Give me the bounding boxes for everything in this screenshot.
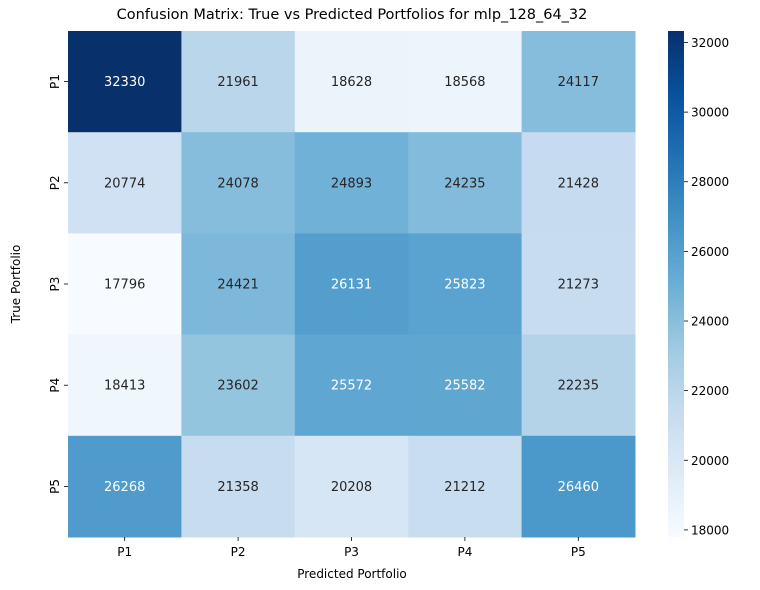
heatmap-cell	[181, 31, 296, 133]
colorbar-tick-label: 22000	[691, 384, 729, 398]
x-axis-ticks: P1 P2 P3 P4 P5	[117, 537, 586, 559]
heatmap-cell	[521, 334, 636, 437]
cell-value-label: 24078	[217, 176, 258, 191]
cell-value-label: 21961	[217, 75, 258, 90]
heatmap-cell	[181, 233, 296, 336]
x-tick-label: P2	[231, 545, 246, 559]
heatmap-cell	[294, 334, 409, 437]
heatmap-cell	[294, 435, 409, 538]
cell-value-label: 17796	[104, 278, 145, 293]
x-tick-label: P3	[344, 545, 359, 559]
cell-value-label: 21273	[558, 278, 599, 293]
cell-value-label: 24421	[217, 278, 258, 293]
heatmap-cell	[68, 31, 182, 133]
cell-value-label: 26460	[558, 480, 599, 495]
x-tick-label: P4	[457, 545, 472, 559]
colorbar-tick-label: 30000	[691, 106, 729, 120]
heatmap-cell	[408, 435, 523, 538]
heatmap-cell	[408, 31, 523, 133]
heatmap-cell	[408, 334, 523, 437]
y-tick-label: P3	[48, 277, 62, 292]
cell-value-label: 18568	[444, 75, 485, 90]
colorbar-tick-label: 18000	[691, 523, 729, 537]
heatmap-cell	[521, 31, 636, 133]
heatmap-cell	[408, 132, 523, 234]
heatmap-cell	[294, 31, 409, 133]
heatmap-cell	[68, 233, 182, 336]
cell-value-label: 21212	[444, 480, 485, 495]
colorbar-tick-label: 28000	[691, 175, 729, 189]
heatmap-cell	[521, 132, 636, 234]
colorbar-tick-label: 32000	[691, 36, 729, 50]
y-tick-label: P1	[48, 74, 62, 89]
y-tick-label: P5	[48, 479, 62, 494]
cell-value-label: 20208	[331, 480, 372, 495]
heatmap-cell	[521, 435, 636, 538]
x-tick-label: P1	[117, 545, 132, 559]
cell-value-label: 24235	[444, 176, 485, 191]
y-tick-label: P4	[48, 378, 62, 393]
heatmap-cell	[68, 435, 182, 538]
cell-value-label: 22235	[558, 379, 599, 394]
heatmap-cell	[408, 233, 523, 336]
heatmap-cell	[294, 132, 409, 234]
cell-value-label: 24117	[558, 75, 599, 90]
cell-value-label: 21428	[558, 176, 599, 191]
x-tick-label: P5	[571, 545, 586, 559]
cell-value-label: 18413	[104, 379, 145, 394]
y-axis-label: True Portfolio	[9, 245, 23, 325]
cell-value-label: 32330	[104, 75, 145, 90]
cell-value-label: 25582	[444, 379, 485, 394]
colorbar-tick-label: 24000	[691, 315, 729, 329]
colorbar-tick-label: 26000	[691, 245, 729, 259]
chart-title: Confusion Matrix: True vs Predicted Port…	[117, 7, 588, 23]
colorbar-ticks: 18000 20000 22000 24000 26000 28000 30000 32000	[684, 36, 729, 537]
cell-value-label: 23602	[217, 379, 258, 394]
colorbar-tick-label: 20000	[691, 454, 729, 468]
heatmap-cell	[181, 334, 296, 437]
colorbar	[668, 31, 684, 537]
cell-value-label: 18628	[331, 75, 372, 90]
cell-value-label: 25572	[331, 379, 372, 394]
cell-value-label: 24893	[331, 176, 372, 191]
cell-value-label: 21358	[217, 480, 258, 495]
x-axis-label: Predicted Portfolio	[297, 567, 407, 581]
heatmap-cell	[181, 435, 296, 538]
heatmap-cell	[294, 233, 409, 336]
cell-value-label: 25823	[444, 278, 485, 293]
heatmap-cell	[68, 334, 182, 437]
heatmap-cell	[181, 132, 296, 234]
heatmap-cell	[521, 233, 636, 336]
cell-value-label: 26131	[331, 278, 372, 293]
heatmap-cells: 32330 21961 18628 18568 24117 20774 24078 24893…	[68, 31, 636, 538]
cell-value-label: 20774	[104, 176, 145, 191]
y-axis-ticks: P1 P2 P3 P4 P5	[48, 74, 68, 494]
heatmap-cell	[68, 132, 182, 234]
y-tick-label: P2	[48, 175, 62, 190]
cell-value-label: 26268	[104, 480, 145, 495]
